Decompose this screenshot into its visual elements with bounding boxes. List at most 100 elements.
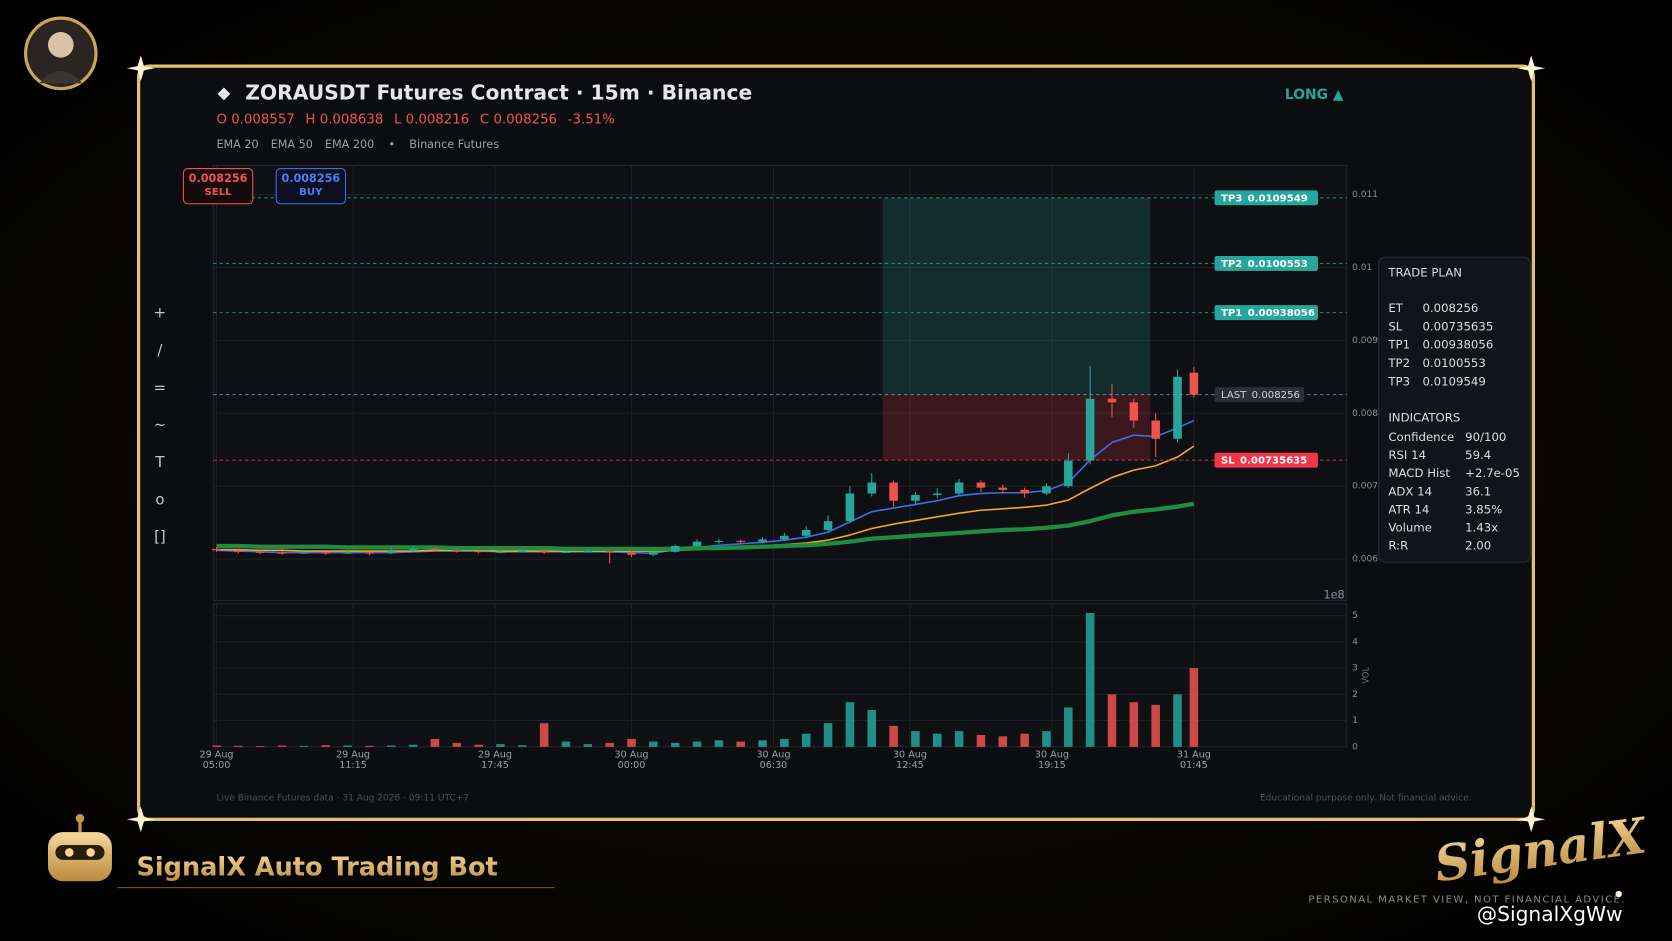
level-label: TP1 0.00938056	[1221, 308, 1315, 319]
volume-bar	[365, 745, 374, 747]
trade-plan-panel	[1378, 256, 1531, 563]
x-tick-label: 31 Aug 01:45	[1176, 750, 1211, 772]
candle-body	[1173, 376, 1182, 439]
candle-body	[583, 551, 593, 553]
volume-bar	[605, 742, 614, 747]
y-tick-label: 0.009	[1352, 336, 1378, 346]
volume-bar	[845, 702, 855, 747]
volume-bar	[1085, 613, 1095, 747]
level-value: 0.00735635	[1240, 456, 1307, 467]
tool-button[interactable]: T	[154, 453, 165, 471]
candle-body	[430, 548, 440, 551]
plan-label: SL	[1388, 319, 1402, 333]
plan-value: 0.0100553	[1422, 356, 1485, 370]
candle-body	[758, 539, 767, 542]
tool-button[interactable]: o	[155, 490, 164, 508]
ohlc-value: 0.008256	[493, 112, 557, 127]
candle-body	[343, 552, 352, 554]
volume-bar	[561, 741, 571, 747]
candle-body	[1085, 398, 1095, 461]
candle-body	[649, 551, 658, 555]
volume-bar	[649, 741, 658, 747]
indicator-label: MACD Hist	[1388, 466, 1450, 480]
plan-label: TP1	[1387, 338, 1410, 352]
y-tick-label: 0.011	[1352, 190, 1378, 200]
ohlc-line: O 0.008557 H 0.008638 L 0.008216 C 0.008…	[216, 112, 614, 127]
x-tick-label: 29 Aug 11:15	[336, 750, 371, 772]
candle-body	[911, 494, 920, 501]
candle-body	[780, 535, 789, 540]
legend-entry: EMA 50	[271, 138, 313, 151]
footer-right: Educational purpose only. Not financial …	[1260, 794, 1472, 804]
buy-button[interactable]	[275, 168, 347, 205]
plan-value: 0.00735635	[1422, 319, 1493, 333]
ohlc-value: 0.008557	[231, 112, 295, 127]
level-name: TP2	[1221, 259, 1242, 270]
candle-body	[605, 551, 614, 553]
volume-bar	[998, 736, 1008, 747]
candle-body	[1151, 420, 1160, 439]
legend-entry: EMA 20	[216, 138, 258, 151]
volume-bar	[212, 745, 221, 747]
level-name: TP1	[1221, 308, 1242, 319]
position-badge: LONG ▲	[1285, 87, 1344, 103]
volume-bar	[430, 738, 440, 747]
tool-button[interactable]: =	[154, 378, 167, 396]
candle-body	[1020, 489, 1029, 494]
legend-source: Binance Futures	[409, 138, 499, 151]
y-tick-label: 0.01	[1352, 263, 1372, 273]
candle-body	[1129, 402, 1139, 421]
indicator-value: 90/100	[1465, 430, 1506, 444]
level-name: LAST	[1221, 390, 1247, 401]
candle-body	[234, 550, 243, 552]
frame-sparkles	[126, 55, 1546, 833]
tool-button[interactable]: ~	[154, 416, 167, 434]
sell-button[interactable]	[182, 168, 254, 205]
x-tick-label: 30 Aug 00:00	[614, 750, 649, 772]
level-label: TP3 0.0109549	[1221, 193, 1308, 204]
buy-label[interactable]: BUY	[299, 187, 323, 198]
ohlc-value: 0.008216	[406, 112, 470, 127]
candle-body	[1189, 372, 1199, 395]
indicator-value: 3.85%	[1465, 502, 1502, 516]
volume-bar	[386, 745, 396, 747]
level-label: LAST 0.008256	[1221, 390, 1300, 401]
tool-button[interactable]: /	[157, 341, 163, 359]
ema-line	[216, 501, 1195, 552]
offset-label: 1e8	[1324, 588, 1345, 601]
volume-bar	[714, 740, 724, 747]
candle-body	[408, 548, 418, 552]
candle-body	[539, 551, 549, 553]
watermark: @SignalXgWw	[1477, 902, 1623, 926]
plan-label: TP2	[1387, 356, 1410, 370]
level-tag	[1214, 190, 1318, 206]
y-tick-label: 0.007	[1352, 482, 1378, 492]
buy-price[interactable]: 0.008256	[281, 172, 340, 185]
ohlc-label: H	[305, 112, 315, 127]
x-tick-label: 29 Aug 05:00	[199, 750, 234, 772]
candle-body	[1064, 460, 1073, 487]
level-tag	[1214, 452, 1318, 468]
loss-zone	[882, 394, 1151, 461]
volume-bar	[496, 744, 505, 747]
tool-button[interactable]: +	[154, 304, 167, 322]
x-tick-label: 30 Aug 06:30	[756, 750, 791, 772]
volume-bar	[758, 740, 767, 747]
volume-bar	[234, 745, 243, 747]
indicator-label: ATR 14	[1388, 502, 1429, 516]
sell-label[interactable]: SELL	[205, 187, 233, 198]
sell-price[interactable]: 0.008256	[189, 172, 248, 185]
volume-bar	[1107, 694, 1117, 747]
x-tick-label: 30 Aug 19:15	[1034, 750, 1069, 772]
plan-label: ET	[1388, 301, 1403, 315]
indicator-value: 2.00	[1465, 539, 1491, 553]
y-tick-label: 0	[1352, 742, 1358, 752]
candle-body	[845, 493, 855, 522]
level-tag	[1214, 255, 1318, 271]
bot-icon	[47, 814, 112, 882]
tool-button[interactable]: []	[154, 528, 166, 546]
tagline: PERSONAL MARKET VIEW, NOT FINANCIAL ADVI…	[1308, 894, 1626, 905]
candle-body	[365, 552, 374, 554]
y-tick-label: 5	[1352, 611, 1358, 621]
